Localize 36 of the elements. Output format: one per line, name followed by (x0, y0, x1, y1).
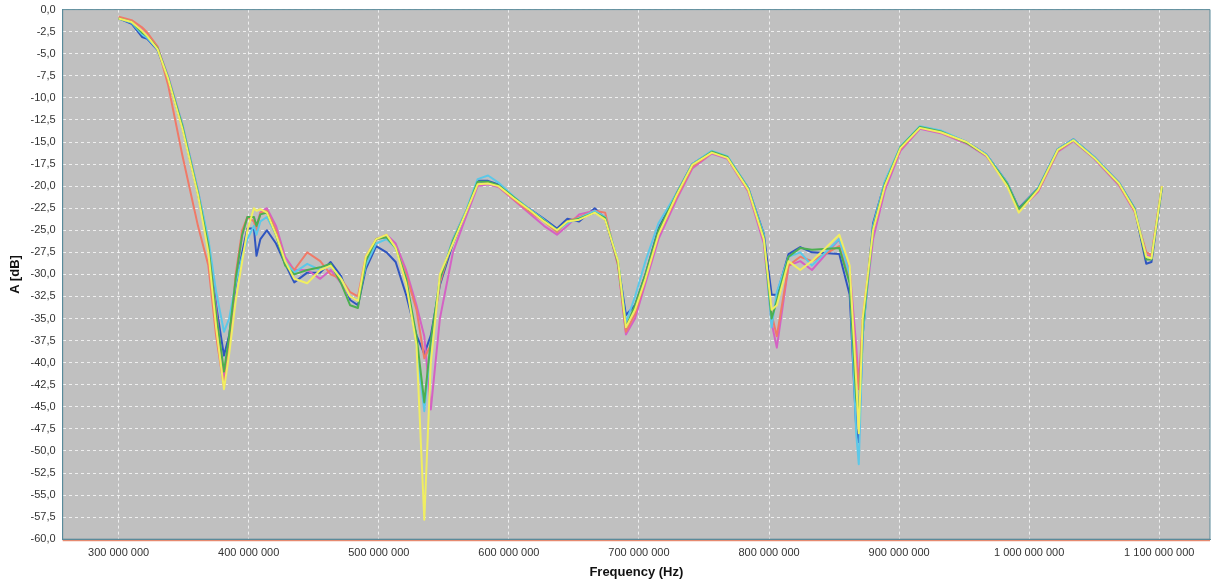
x-tick-label: 800 000 000 (738, 545, 800, 558)
y-tick-label: -37,5 (30, 333, 56, 346)
y-tick-label: -5,0 (36, 46, 56, 59)
x-tick-label: 300 000 000 (88, 545, 150, 558)
x-tick-label: 400 000 000 (218, 545, 280, 558)
x-tick-label: 500 000 000 (348, 545, 410, 558)
x-tick-label: 1 000 000 000 (994, 545, 1065, 558)
x-tick-label: 700 000 000 (608, 545, 670, 558)
y-axis-title: A [dB] (7, 255, 23, 294)
y-tick-label: -15,0 (30, 135, 56, 148)
y-tick-label: -25,0 (30, 223, 56, 236)
y-tick-label: -50,0 (30, 443, 56, 456)
y-tick-label: -40,0 (30, 355, 56, 368)
y-tick-label: -17,5 (30, 157, 56, 170)
y-tick-label: -20,0 (30, 179, 56, 192)
x-axis-title: Frequency (Hz) (589, 563, 684, 579)
x-tick-label: 600 000 000 (478, 545, 540, 558)
y-tick-label: -45,0 (30, 399, 56, 412)
y-tick-label: -22,5 (30, 201, 56, 214)
x-tick-label: 900 000 000 (868, 545, 930, 558)
x-tick-label: 1 100 000 000 (1124, 545, 1195, 558)
y-tick-label: -55,0 (30, 488, 56, 501)
y-tick-label: -47,5 (30, 421, 56, 434)
y-tick-label: -42,5 (30, 377, 56, 390)
y-tick-label: -32,5 (30, 289, 56, 302)
y-tick-label: -52,5 (30, 466, 56, 479)
y-tick-label: -60,0 (30, 532, 56, 545)
y-tick-label: -7,5 (36, 68, 56, 81)
y-tick-label: 0,0 (40, 2, 56, 15)
y-tick-label: -57,5 (30, 510, 56, 523)
y-tick-label: -10,0 (30, 90, 56, 103)
y-tick-label: -12,5 (30, 112, 56, 125)
y-tick-label: -30,0 (30, 267, 56, 280)
y-tick-label: -35,0 (30, 311, 56, 324)
y-tick-label: -27,5 (30, 245, 56, 258)
y-tick-label: -2,5 (36, 24, 56, 37)
